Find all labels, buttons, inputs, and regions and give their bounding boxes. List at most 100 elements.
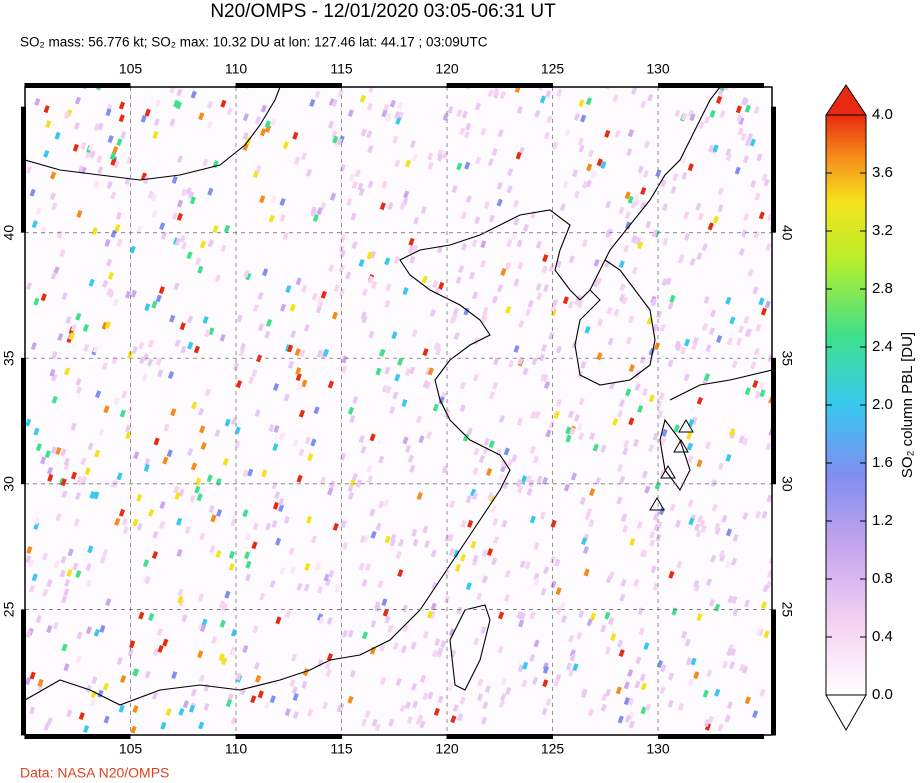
- speckle-pixel: [766, 494, 772, 503]
- speckle-pixel: [122, 526, 129, 535]
- speckle-pixel: [409, 366, 416, 375]
- volcano-marker: [649, 497, 665, 511]
- speckle-pixel: [148, 508, 155, 517]
- speckle-pixel: [83, 725, 90, 733]
- speckle-pixel: [437, 695, 444, 704]
- speckle-pixel: [737, 127, 744, 136]
- lat-tick-label: 30: [1, 476, 17, 492]
- speckle-pixel: [138, 611, 145, 620]
- speckle-pixel: [616, 464, 623, 473]
- speckle-pixel: [307, 453, 314, 462]
- speckle-pixel: [374, 601, 381, 610]
- speckle-pixel: [728, 661, 736, 670]
- lon-tick-label: 125: [541, 61, 565, 77]
- speckle-pixel: [492, 535, 500, 544]
- speckle-pixel: [517, 664, 524, 673]
- speckle-pixel: [206, 100, 213, 109]
- speckle-pixel: [176, 548, 183, 557]
- speckle-pixel: [176, 517, 183, 526]
- speckle-pixel: [121, 517, 128, 526]
- speckle-pixel: [535, 283, 542, 292]
- lat-tick-label: 25: [1, 601, 17, 617]
- speckle-pixel: [218, 600, 226, 609]
- speckle-pixel: [586, 163, 593, 172]
- speckle-pixel: [459, 696, 466, 705]
- speckle-pixel: [166, 449, 173, 458]
- speckle-pixel: [301, 680, 308, 689]
- speckle-pixel: [553, 678, 560, 687]
- speckle-pixel: [402, 624, 409, 633]
- speckle-pixel: [467, 519, 474, 528]
- speckle-pixel: [744, 387, 751, 396]
- speckle-pixel: [493, 87, 500, 96]
- speckle-pixel: [385, 283, 392, 292]
- speckle-pixel: [517, 356, 524, 365]
- speckle-pixel: [532, 455, 539, 464]
- speckle-pixel: [624, 714, 632, 723]
- speckle-pixel: [101, 321, 108, 330]
- speckle-pixel: [76, 631, 83, 640]
- speckle-pixel: [756, 153, 763, 162]
- speckle-pixel: [174, 237, 181, 246]
- speckle-pixel: [541, 476, 548, 485]
- speckle-pixel: [721, 660, 729, 669]
- speckle-pixel: [248, 376, 255, 385]
- speckle-pixel: [404, 701, 411, 710]
- coastline: [574, 259, 656, 386]
- speckle-pixel: [762, 584, 769, 593]
- speckle-pixel: [392, 135, 399, 144]
- speckle-pixel: [63, 588, 70, 597]
- speckle-pixel: [578, 610, 585, 619]
- speckle-pixel: [667, 699, 674, 708]
- speckle-pixel: [260, 104, 267, 113]
- speckle-pixel: [585, 97, 593, 106]
- speckle-pixel: [647, 93, 654, 102]
- speckle-pixel: [619, 283, 626, 292]
- speckle-pixel: [595, 277, 603, 286]
- speckle-pixel: [292, 693, 299, 701]
- speckle-pixel: [397, 357, 404, 366]
- speckle-pixel: [199, 240, 207, 249]
- speckle-pixel: [63, 462, 70, 471]
- speckle-pixel: [548, 331, 555, 340]
- speckle-pixel: [147, 358, 154, 367]
- speckle-pixel: [28, 584, 35, 593]
- speckle-pixel: [50, 446, 57, 455]
- speckle-pixel: [279, 197, 286, 206]
- speckle-pixel: [668, 570, 675, 579]
- speckle-pixel: [580, 114, 587, 123]
- speckle-pixel: [195, 257, 202, 266]
- speckle-pixel: [228, 563, 235, 572]
- speckle-pixel: [296, 474, 303, 483]
- speckle-pixel: [459, 381, 466, 390]
- speckle-pixel: [419, 674, 427, 683]
- speckle-pixel: [429, 309, 436, 318]
- speckle-pixel: [359, 94, 366, 103]
- speckle-pixel: [702, 322, 709, 331]
- speckle-pixel: [397, 111, 405, 120]
- speckle-pixel: [618, 206, 625, 215]
- lat-tick-label: 35: [1, 350, 17, 366]
- speckle-pixel: [758, 297, 765, 306]
- coastline: [25, 87, 281, 181]
- footer: Data: NASA N20/OMPS: [20, 765, 169, 781]
- speckle-pixel: [269, 579, 276, 588]
- speckle-pixel: [191, 401, 198, 410]
- speckle-pixel: [215, 550, 222, 559]
- speckle-pixel: [725, 148, 732, 157]
- speckle-pixel: [242, 469, 249, 478]
- speckle-pixel: [545, 89, 552, 98]
- speckle-pixel: [677, 702, 685, 711]
- speckle-pixel: [283, 515, 290, 524]
- speckle-pixel: [96, 155, 103, 164]
- speckle-pixel: [447, 105, 454, 114]
- speckle-pixel: [329, 192, 337, 201]
- speckle-pixel: [691, 342, 698, 351]
- speckle-pixel: [327, 487, 334, 496]
- coastline: [579, 87, 721, 301]
- speckle-pixel: [754, 391, 761, 400]
- speckle-pixel: [652, 432, 659, 441]
- speckle-pixel: [533, 577, 540, 586]
- speckle-pixel: [175, 101, 182, 110]
- speckle-pixel: [750, 179, 757, 188]
